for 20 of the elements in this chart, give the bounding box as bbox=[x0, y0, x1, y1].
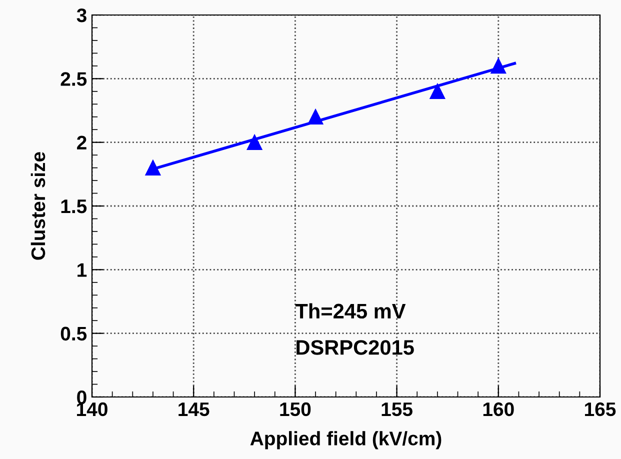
x-tick-label: 165 bbox=[585, 402, 616, 416]
point bbox=[246, 134, 262, 150]
x-tick-label: 160 bbox=[483, 402, 514, 416]
x-axis-title: Applied field (kV/cm) bbox=[250, 431, 442, 450]
annotation: Th=245 mV bbox=[295, 303, 406, 319]
x-tick-label: 155 bbox=[382, 402, 412, 416]
x-tick-label: 145 bbox=[178, 402, 210, 416]
y-tick-label: 3 bbox=[76, 8, 86, 22]
y-tick-label: 2 bbox=[77, 136, 86, 150]
y-tick-label: 0 bbox=[77, 390, 86, 404]
point bbox=[145, 160, 161, 176]
y-axis-title: Cluster size bbox=[30, 152, 46, 260]
x-tick-label: 140 bbox=[77, 402, 108, 416]
x-tick-label: 150 bbox=[280, 402, 311, 416]
y-tick-label: 1.5 bbox=[61, 200, 87, 214]
y-tick-label: 1 bbox=[78, 263, 87, 277]
y-tick-label: 0.5 bbox=[60, 326, 87, 341]
point bbox=[430, 84, 446, 100]
annotation: DSRPC2015 bbox=[296, 340, 414, 355]
y-tick-label: 2.5 bbox=[60, 72, 87, 86]
